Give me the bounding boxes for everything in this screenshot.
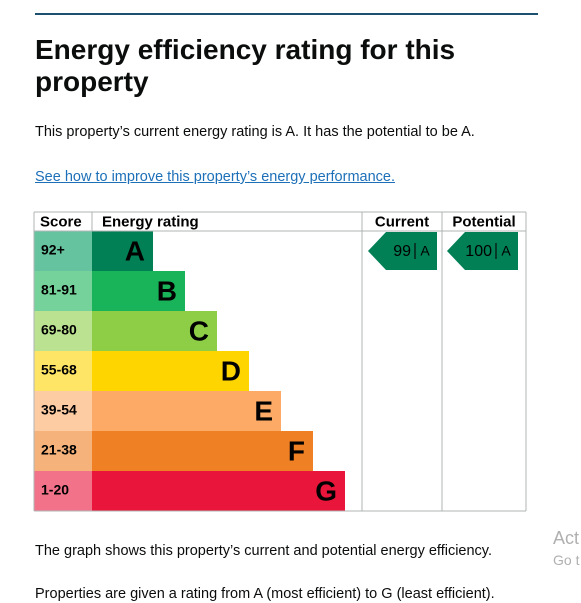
watermark: Go t [553, 552, 580, 568]
current-arrow [368, 232, 437, 270]
score-cell [34, 311, 92, 351]
column-header: Score [40, 213, 82, 230]
score-cell [34, 271, 92, 311]
score-label: 81-91 [41, 282, 77, 298]
score-cell [34, 231, 92, 271]
column-header: Energy rating [102, 213, 199, 230]
rating-bar [92, 271, 185, 311]
rating-bar [92, 311, 217, 351]
score-cell [34, 391, 92, 431]
band-letter: E [254, 395, 273, 426]
rating-bar [92, 231, 153, 271]
improve-link[interactable]: See how to improve this property’s energ… [35, 169, 395, 185]
intro-text: This property’s current energy rating is… [35, 124, 475, 140]
score-label: 39-54 [41, 402, 77, 418]
rating-bar [92, 351, 249, 391]
rating-table: Score Energy rating Current Potential 92+ A 81… [33, 211, 527, 512]
current-band: A [420, 243, 430, 259]
score-cell [34, 351, 92, 391]
watermark: Act [553, 528, 580, 548]
score-cell [34, 471, 92, 511]
potential-score: 100 [465, 243, 492, 260]
score-cell [34, 431, 92, 471]
score-label: 55-68 [41, 362, 77, 378]
score-label: 92+ [41, 242, 65, 258]
note: The graph shows this property’s current … [35, 543, 493, 559]
current-score: 99 [393, 243, 411, 260]
band-letter: F [288, 435, 305, 466]
rating-bar [92, 391, 281, 431]
score-label: 1-20 [41, 482, 69, 498]
column-header: Current [375, 213, 429, 230]
column-header: Potential [452, 213, 515, 230]
band-letter: A [125, 235, 145, 266]
potential-band: A [501, 243, 511, 259]
band-letter: G [315, 475, 337, 506]
rating-bar [92, 431, 313, 471]
page-title: Energy efficiency rating for this proper… [35, 34, 456, 97]
rating-bar [92, 471, 345, 511]
band-letter: D [221, 355, 241, 386]
note: Properties are given a rating from A (mo… [35, 586, 495, 602]
score-label: 21-38 [41, 442, 77, 458]
score-label: 69-80 [41, 322, 77, 338]
potential-arrow [447, 232, 518, 270]
band-letter: C [189, 315, 209, 346]
band-letter: B [157, 275, 177, 306]
